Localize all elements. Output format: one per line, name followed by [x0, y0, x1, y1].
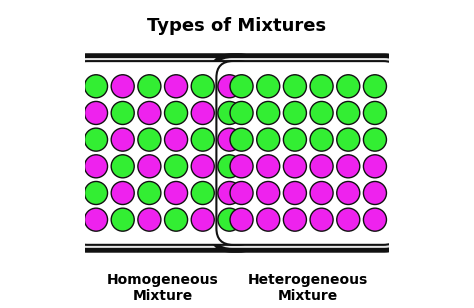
Circle shape — [337, 101, 360, 124]
Circle shape — [283, 155, 306, 178]
Circle shape — [283, 101, 306, 124]
Circle shape — [138, 208, 161, 231]
Circle shape — [257, 181, 280, 205]
Circle shape — [218, 155, 241, 178]
Circle shape — [310, 75, 333, 98]
Circle shape — [364, 208, 386, 231]
Circle shape — [138, 155, 161, 178]
Circle shape — [364, 75, 386, 98]
Circle shape — [191, 155, 214, 178]
Circle shape — [111, 208, 134, 231]
Circle shape — [191, 75, 214, 98]
Circle shape — [138, 128, 161, 151]
Circle shape — [230, 208, 253, 231]
Circle shape — [84, 208, 108, 231]
Circle shape — [111, 75, 134, 98]
Circle shape — [310, 155, 333, 178]
Circle shape — [257, 155, 280, 178]
FancyBboxPatch shape — [211, 56, 406, 250]
Circle shape — [84, 128, 108, 151]
Circle shape — [364, 155, 386, 178]
Circle shape — [230, 181, 253, 205]
Circle shape — [111, 155, 134, 178]
Circle shape — [164, 101, 188, 124]
Circle shape — [138, 101, 161, 124]
Circle shape — [230, 75, 253, 98]
Circle shape — [84, 75, 108, 98]
Circle shape — [84, 155, 108, 178]
Circle shape — [218, 75, 241, 98]
Circle shape — [84, 181, 108, 205]
Circle shape — [191, 181, 214, 205]
Circle shape — [111, 181, 134, 205]
Circle shape — [310, 128, 333, 151]
Circle shape — [218, 208, 241, 231]
Circle shape — [164, 75, 188, 98]
Circle shape — [337, 208, 360, 231]
Circle shape — [364, 101, 386, 124]
Text: Heterogeneous
Mixture: Heterogeneous Mixture — [248, 273, 368, 303]
Circle shape — [337, 155, 360, 178]
Circle shape — [164, 155, 188, 178]
Circle shape — [257, 75, 280, 98]
Circle shape — [191, 128, 214, 151]
Circle shape — [138, 181, 161, 205]
Circle shape — [218, 128, 241, 151]
Circle shape — [364, 128, 386, 151]
Circle shape — [230, 128, 253, 151]
Circle shape — [283, 128, 306, 151]
Circle shape — [218, 181, 241, 205]
Text: Types of Mixtures: Types of Mixtures — [147, 17, 327, 34]
Circle shape — [230, 101, 253, 124]
Circle shape — [310, 101, 333, 124]
FancyBboxPatch shape — [217, 61, 400, 245]
Circle shape — [310, 181, 333, 205]
Circle shape — [337, 75, 360, 98]
Circle shape — [164, 181, 188, 205]
Text: Homogeneous
Mixture: Homogeneous Mixture — [107, 273, 219, 303]
Circle shape — [310, 208, 333, 231]
Circle shape — [164, 208, 188, 231]
Circle shape — [364, 181, 386, 205]
Circle shape — [283, 208, 306, 231]
Circle shape — [230, 155, 253, 178]
Circle shape — [218, 101, 241, 124]
Circle shape — [164, 128, 188, 151]
Circle shape — [111, 128, 134, 151]
Circle shape — [283, 75, 306, 98]
Circle shape — [191, 101, 214, 124]
FancyBboxPatch shape — [65, 56, 260, 250]
Circle shape — [138, 75, 161, 98]
Circle shape — [191, 208, 214, 231]
Circle shape — [337, 181, 360, 205]
Circle shape — [257, 208, 280, 231]
Circle shape — [337, 128, 360, 151]
Circle shape — [111, 101, 134, 124]
Circle shape — [84, 101, 108, 124]
Circle shape — [257, 101, 280, 124]
Circle shape — [257, 128, 280, 151]
FancyBboxPatch shape — [71, 61, 255, 245]
Circle shape — [283, 181, 306, 205]
